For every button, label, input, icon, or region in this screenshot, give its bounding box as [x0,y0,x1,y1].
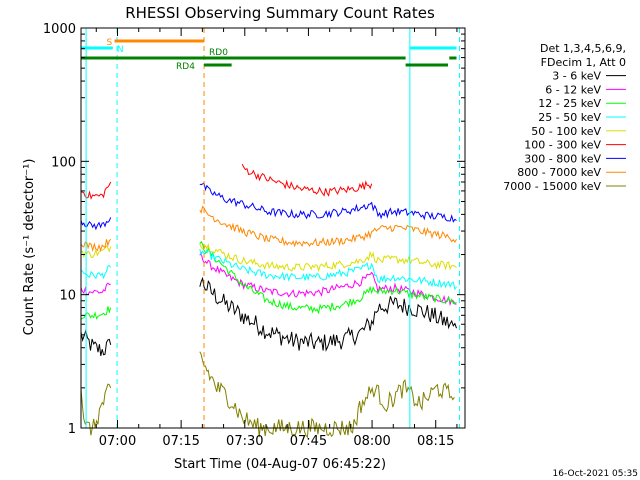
series-segment [80,181,112,200]
x-axis-label: Start Time (04-Aug-07 06:45:22) [174,457,386,472]
y-tick-label: 1000 [43,22,76,37]
footer-timestamp: 16-Oct-2021 05:35 [553,469,638,479]
legend: Det 1,3,4,5,6,9,FDecim 1, Att 03 - 6 keV… [503,42,626,193]
x-tick-label: 08:00 [353,434,390,449]
series-segment [199,251,457,307]
series-segment [80,217,112,231]
series-segment [199,205,457,248]
legend-entry-label: 300 - 800 keV [524,152,601,165]
legend-entry-label: 3 - 6 keV [552,70,601,83]
series-segment [80,306,112,320]
x-tick-label: 07:15 [162,434,199,449]
chart-title: RHESSI Observing Summary Count Rates [125,4,435,22]
series-segment [80,282,111,296]
plot-frame [80,27,466,429]
series-segment [199,240,457,315]
legend-entry-label: 25 - 50 keV [538,111,601,124]
legend-header: FDecim 1, Att 0 [541,56,626,69]
y-tick-label: 100 [51,155,76,170]
series-segment [199,182,457,223]
x-tick-label: 07:30 [226,434,263,449]
series-12-25-kev [80,240,457,320]
legend-entry-label: 800 - 7000 keV [517,166,601,179]
legend-entry-label: 50 - 100 keV [531,125,601,138]
plot-area: SN RD0 RD4 1 10 100 1000 07:00 07:15 07:30 07:45 08… [43,22,466,449]
x-tick-label: 08:15 [417,434,454,449]
series-7000-15000-kev [80,351,455,439]
state-bar-label: N [117,45,124,55]
series-300-800-kev [80,182,457,231]
x-tick-label: 07:00 [99,434,136,449]
series-100-300-kev [80,163,373,200]
series-segment [80,328,112,357]
legend-entry-label: 6 - 12 keV [545,83,601,96]
series-segment [199,249,457,291]
y-tick-label: 1 [68,422,76,437]
series-segment [199,276,457,352]
series-segment [80,238,112,253]
y-tick-label: 10 [59,289,76,304]
legend-header: Det 1,3,4,5,6,9, [540,42,626,55]
series-segment [80,265,112,280]
state-bar-label: S [107,38,113,48]
legend-entry-label: 7000 - 15000 keV [503,180,601,193]
y-axis-label: Count Rate (s⁻¹ detector⁻¹) [22,159,37,336]
state-bar-label: RD4 [176,62,195,72]
x-tick-label: 07:45 [290,434,327,449]
series-50-100-kev [80,242,457,273]
legend-entry-label: 12 - 25 keV [538,97,601,110]
state-bar-label: RD0 [209,48,228,58]
series-25-50-kev [80,249,457,291]
series-segment [199,242,457,273]
series-segment [199,351,455,439]
series-segment [241,163,373,197]
legend-entry-label: 100 - 300 keV [524,139,601,152]
